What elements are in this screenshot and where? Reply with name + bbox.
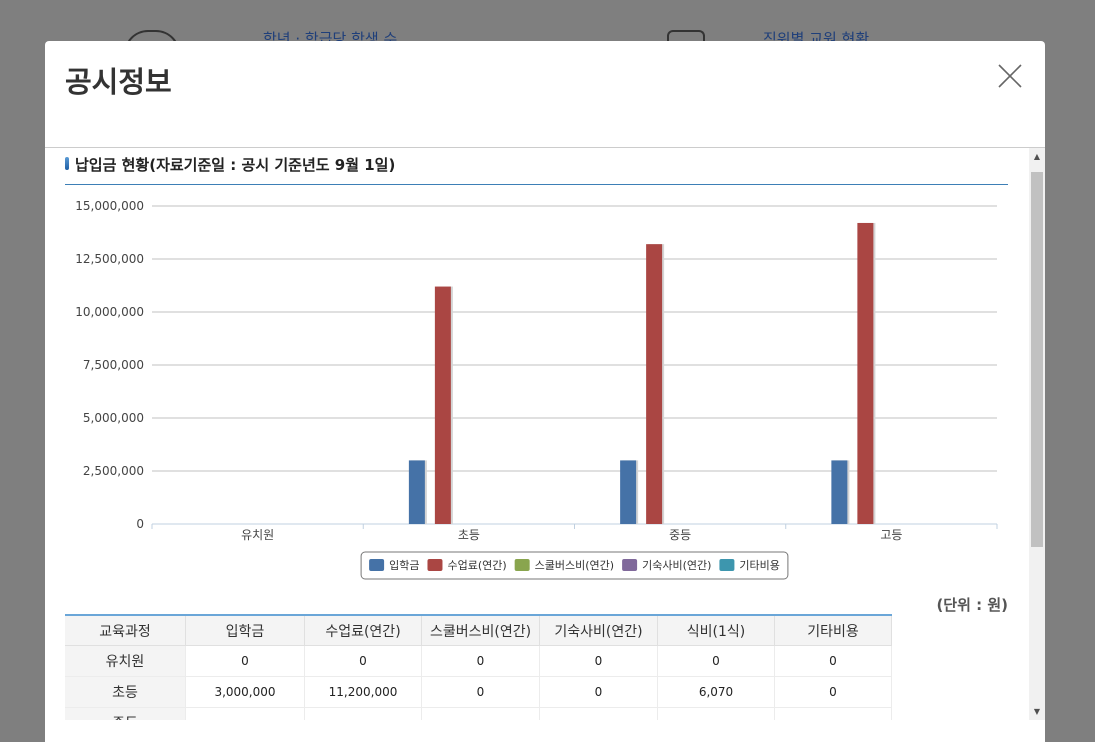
- column-header: 식비(1식): [657, 615, 775, 646]
- tuition-table: 교육과정 입학금 수업료(연간) 스쿨버스비(연간) 기숙사비(연간) 식비(1…: [65, 614, 892, 720]
- legend-swatch: [369, 559, 385, 571]
- bar: [831, 460, 848, 524]
- table-cell: [185, 707, 305, 720]
- legend-label: 입학금: [389, 559, 419, 572]
- header-divider: [45, 147, 1045, 148]
- modal-content: 납입금 현황(자료기준일 : 공시 기준년도 9월 1일) 0 2,500,000…: [45, 148, 1030, 720]
- column-header: 수업료(연간): [304, 615, 422, 646]
- row-label: 초등: [65, 676, 186, 708]
- table-cell: 0: [539, 645, 658, 677]
- legend-box: [360, 551, 789, 580]
- table-header-row: 교육과정 입학금 수업료(연간) 스쿨버스비(연간) 기숙사비(연간) 식비(1…: [65, 615, 892, 646]
- section-title: 납입금 현황(자료기준일 : 공시 기준년도 9월 1일): [75, 156, 396, 174]
- row-label: 중등: [65, 707, 186, 720]
- table-cell: 0: [774, 676, 892, 708]
- close-button[interactable]: [997, 63, 1023, 89]
- tuition-bar-chart: 0 2,500,000 5,000,000 7,500,000 10,000,000 12…: [75, 199, 998, 580]
- modal-title: 공시정보: [65, 65, 172, 99]
- x-tick-label: 유치원: [241, 528, 274, 542]
- scroll-thumb[interactable]: [1031, 172, 1043, 547]
- bar: [857, 222, 874, 524]
- table-cell: 0: [657, 645, 775, 677]
- row-label: 유치원: [65, 645, 186, 677]
- table-cell: 0: [421, 645, 540, 677]
- y-tick-label: 7,500,000: [83, 358, 144, 372]
- table-cell: [657, 707, 775, 720]
- table-row: 중등: [65, 707, 892, 720]
- y-tick-label: 12,500,000: [75, 252, 144, 266]
- section-marker-icon: [65, 157, 69, 170]
- table-cell: 11,200,000: [304, 676, 422, 708]
- column-header: 입학금: [185, 615, 305, 646]
- y-tick-label: 0: [136, 517, 144, 531]
- y-tick-label: 5,000,000: [83, 411, 144, 425]
- info-modal: 공시정보 납입금 현황(자료기준일 : 공시 기준년도 9월 1일) 0 2,50…: [45, 41, 1045, 742]
- x-tick-label: 고등: [880, 528, 902, 542]
- legend-label: 기숙사비(연간): [642, 559, 711, 572]
- table-cell: [774, 707, 892, 720]
- column-header: 스쿨버스비(연간): [421, 615, 540, 646]
- bar: [620, 460, 637, 524]
- section-header: 납입금 현황(자료기준일 : 공시 기준년도 9월 1일): [65, 148, 1008, 185]
- bar: [408, 460, 425, 524]
- scroll-down-button[interactable]: ▼: [1033, 707, 1041, 716]
- bar: [434, 286, 451, 524]
- legend-label: 수업료(연간): [447, 559, 506, 572]
- table-cell: 0: [421, 676, 540, 708]
- legend-swatch: [622, 559, 638, 571]
- x-tick-label: 중등: [669, 528, 691, 542]
- legend-swatch: [514, 559, 530, 571]
- table-cell: 0: [185, 645, 305, 677]
- table-row: 초등 3,000,000 11,200,000 0 0 6,070 0: [65, 676, 892, 708]
- unit-label: (단위 : 원): [936, 596, 1008, 614]
- table-row: 유치원 0 0 0 0 0 0: [65, 645, 892, 677]
- close-icon: [998, 64, 1022, 88]
- table-cell: 0: [304, 645, 422, 677]
- legend-label: 스쿨버스비(연간): [535, 559, 614, 572]
- legend-swatch: [719, 559, 735, 571]
- column-header: 기숙사비(연간): [539, 615, 658, 646]
- column-header: 기타비용: [774, 615, 892, 646]
- legend-swatch: [427, 559, 443, 571]
- legend-label: 기타비용: [739, 559, 779, 572]
- table-cell: [304, 707, 422, 720]
- table-cell: 0: [539, 676, 658, 708]
- table-cell: [421, 707, 540, 720]
- scroll-up-button[interactable]: ▲: [1033, 152, 1041, 161]
- y-tick-label: 15,000,000: [75, 199, 144, 213]
- column-header: 교육과정: [65, 615, 186, 646]
- table-cell: 0: [774, 645, 892, 677]
- table-cell: 6,070: [657, 676, 775, 708]
- y-tick-label: 10,000,000: [75, 305, 144, 319]
- x-tick-label: 초등: [458, 528, 480, 542]
- bar: [646, 244, 663, 524]
- table-cell: [539, 707, 658, 720]
- table-cell: 3,000,000: [185, 676, 305, 708]
- y-tick-label: 2,500,000: [83, 464, 144, 478]
- vertical-scrollbar[interactable]: ▲ ▼: [1029, 148, 1045, 720]
